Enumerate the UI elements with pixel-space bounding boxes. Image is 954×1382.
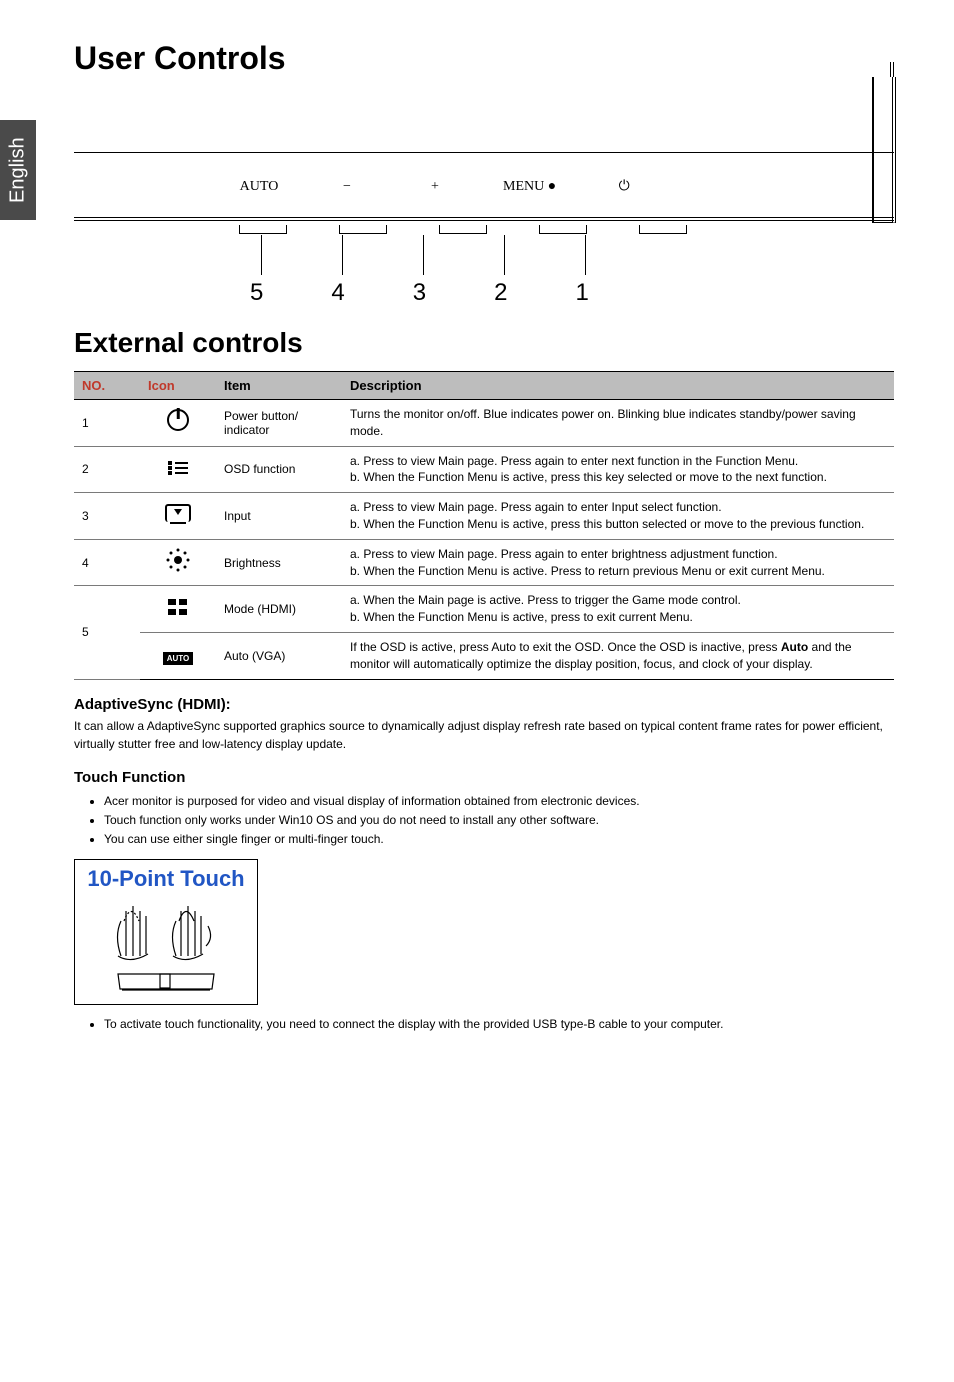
cell-no: 2 xyxy=(74,446,140,493)
touch-box-title: 10-Point Touch xyxy=(81,866,251,892)
list-item: To activate touch functionality, you nee… xyxy=(104,1015,894,1034)
desc-part: If the OSD is active, press Auto to exit… xyxy=(350,640,781,654)
cell-item: Input xyxy=(216,493,342,540)
touch-footer-bullet: To activate touch functionality, you nee… xyxy=(74,1015,894,1034)
touch-function-title: Touch Function xyxy=(74,769,894,786)
cell-desc: a. Press to view Main page. Press again … xyxy=(342,446,894,493)
pointer-lines xyxy=(261,235,586,275)
th-icon: Icon xyxy=(140,372,216,400)
list-item: Touch function only works under Win10 OS… xyxy=(104,811,894,830)
th-no: NO. xyxy=(74,372,140,400)
cell-no: 1 xyxy=(74,400,140,447)
table-row: 3 Input a. Press to view Main page. Pres… xyxy=(74,493,894,540)
cell-no: 3 xyxy=(74,493,140,540)
cell-desc: a. Press to view Main page. Press again … xyxy=(342,493,894,540)
page-title: User Controls xyxy=(74,40,894,77)
controls-table: NO. Icon Item Description 1 Power button… xyxy=(74,371,894,680)
list-icon xyxy=(168,461,188,475)
cell-item: Auto (VGA) xyxy=(216,632,342,679)
table-row: 1 Power button/ indicator Turns the moni… xyxy=(74,400,894,447)
adaptive-text: It can allow a AdaptiveSync supported gr… xyxy=(74,717,894,753)
btn-label: AUTO xyxy=(239,179,279,195)
side-tab-label: English xyxy=(0,120,36,220)
pointer-numbers: 5 4 3 2 1 xyxy=(250,279,589,307)
button-brackets xyxy=(239,225,687,234)
adaptive-title: AdaptiveSync (HDMI): xyxy=(74,696,894,713)
btn-label: MENU ● xyxy=(503,179,556,195)
controls-diagram: AUTO − + MENU ● ⏻ 5 4 3 2 1 xyxy=(74,97,894,317)
cell-no: 4 xyxy=(74,539,140,586)
hands-icon xyxy=(106,896,226,966)
brightness-icon xyxy=(174,556,182,564)
button-labels-row: AUTO − + MENU ● ⏻ xyxy=(239,179,644,195)
cell-no: 5 xyxy=(74,586,140,679)
th-item: Item xyxy=(216,372,342,400)
table-row: 5 Mode (HDMI) a. When the Main page is a… xyxy=(74,586,894,633)
btn-label: − xyxy=(327,179,367,195)
th-desc: Description xyxy=(342,372,894,400)
touch-illustration-box: 10-Point Touch xyxy=(74,859,258,1005)
table-row: AUTO Auto (VGA) If the OSD is active, pr… xyxy=(74,632,894,679)
cell-item: OSD function xyxy=(216,446,342,493)
mode-icon xyxy=(168,599,188,615)
pointer-num: 3 xyxy=(413,279,426,307)
tablet-icon xyxy=(116,971,216,993)
pointer-num: 1 xyxy=(575,279,588,307)
monitor-frame xyxy=(74,97,894,221)
pointer-num: 5 xyxy=(250,279,263,307)
cell-desc: If the OSD is active, press Auto to exit… xyxy=(342,632,894,679)
section-title: External controls xyxy=(74,327,894,359)
table-row: 4 Brightness a. Press to view Main page.… xyxy=(74,539,894,586)
cell-desc: a. Press to view Main page. Press again … xyxy=(342,539,894,586)
table-row: 2 OSD function a. Press to view Main pag… xyxy=(74,446,894,493)
desc-bold: Auto xyxy=(781,640,808,654)
cell-item: Mode (HDMI) xyxy=(216,586,342,633)
btn-label: ⏻ xyxy=(604,179,644,195)
touch-bullets: Acer monitor is purposed for video and v… xyxy=(74,792,894,850)
auto-icon: AUTO xyxy=(163,652,194,665)
btn-label: + xyxy=(415,179,455,195)
cell-desc: a. When the Main page is active. Press t… xyxy=(342,586,894,633)
content-area: User Controls AUTO − + MENU ● ⏻ 5 xyxy=(50,40,894,1040)
power-icon xyxy=(167,409,189,431)
cell-item: Brightness xyxy=(216,539,342,586)
side-tab: English xyxy=(0,40,50,1040)
list-item: Acer monitor is purposed for video and v… xyxy=(104,792,894,811)
cell-item: Power button/ indicator xyxy=(216,400,342,447)
list-item: You can use either single finger or mult… xyxy=(104,830,894,849)
input-icon xyxy=(165,504,191,522)
pointer-num: 2 xyxy=(494,279,507,307)
pointer-num: 4 xyxy=(331,279,344,307)
cell-desc: Turns the monitor on/off. Blue indicates… xyxy=(342,400,894,447)
